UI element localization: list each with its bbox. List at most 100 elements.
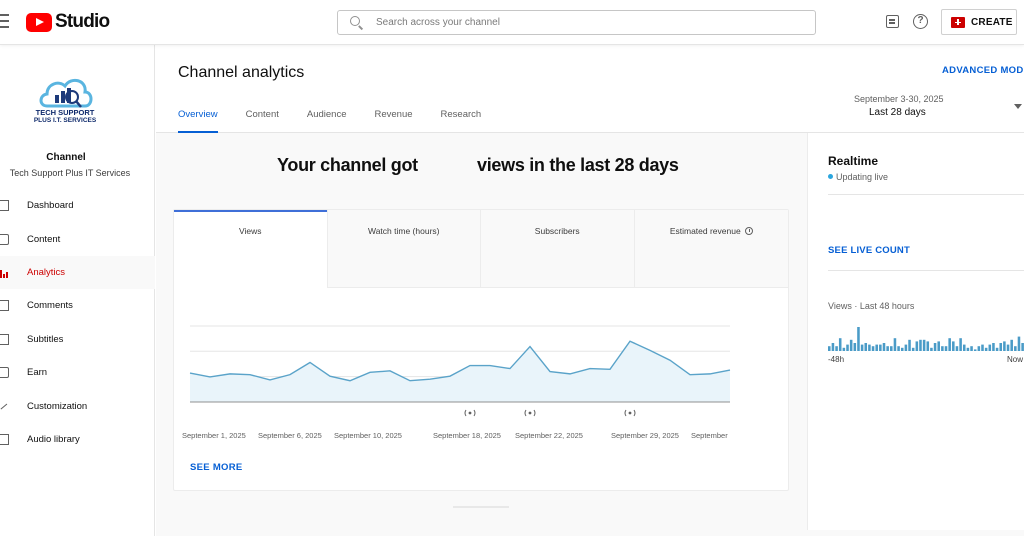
analytics-tabs: Overview Content Audience Revenue Resear…: [178, 109, 509, 133]
divider: [828, 194, 1024, 195]
tab-revenue[interactable]: Revenue: [374, 109, 413, 120]
realtime-bar: [926, 341, 930, 351]
sidebar-item-earn[interactable]: Earn: [0, 356, 155, 389]
live-dot-icon: [828, 174, 833, 179]
sidebar-item-audio-library[interactable]: Audio library: [0, 423, 155, 456]
sidebar-item-label: Comments: [27, 300, 73, 312]
realtime-bar: [864, 343, 868, 351]
sidebar-item-customization[interactable]: Customization: [0, 389, 155, 422]
see-more-link[interactable]: SEE MORE: [190, 462, 243, 473]
realtime-bar: [1010, 339, 1013, 351]
create-video-icon: [951, 16, 965, 28]
realtime-axis-end: Now: [1007, 355, 1024, 364]
dashboard-icon: [0, 200, 9, 212]
views-chart: September 1, 2025 September 6, 2025 Septem…: [182, 325, 731, 440]
realtime-bar: [962, 344, 966, 351]
sidebar-item-dashboard[interactable]: Dashboard: [0, 189, 155, 222]
live-stream-marker-icon: [464, 409, 476, 417]
x-tick-label: September 10, 2025: [334, 431, 402, 440]
channel-name[interactable]: Tech Support Plus IT Services: [9, 168, 131, 178]
see-live-count-link[interactable]: SEE LIVE COUNT: [828, 245, 910, 256]
sidebar-item-analytics[interactable]: Analytics: [0, 255, 155, 290]
realtime-bar: [922, 339, 926, 351]
sidebar-item-label: Analytics: [27, 266, 66, 278]
sidebar-item-label: Audio library: [27, 433, 80, 445]
realtime-bar: [966, 347, 970, 351]
search-bar[interactable]: [337, 10, 816, 35]
metric-tab-subscribers[interactable]: Subscribers: [481, 210, 635, 288]
metric-label: Subscribers: [534, 226, 580, 236]
create-button[interactable]: CREATE: [941, 9, 1017, 35]
realtime-bar: [915, 341, 919, 351]
realtime-bar: [831, 343, 835, 351]
sidebar-item-subtitles[interactable]: Subtitles: [0, 323, 155, 356]
x-tick-label: September: [691, 431, 728, 440]
create-label: CREATE: [971, 16, 1013, 28]
realtime-bar-chart: [828, 327, 1024, 351]
realtime-bar: [992, 343, 995, 351]
realtime-status-text: Updating live: [836, 172, 889, 182]
realtime-bar: [952, 341, 955, 351]
main-content: Channel analytics ADVANCED MODE Overview…: [156, 45, 1024, 536]
subtitles-icon: [0, 333, 9, 345]
realtime-bar: [893, 338, 897, 351]
realtime-bar: [959, 338, 962, 351]
x-tick-label: September 22, 2025: [515, 431, 583, 440]
sidebar-item-comments[interactable]: Comments: [0, 289, 155, 322]
clock-icon: [744, 227, 753, 235]
x-tick-label: September 1, 2025: [182, 431, 246, 440]
sidebar-item-label: Content: [27, 233, 61, 245]
sidebar-item-content[interactable]: Content: [0, 222, 155, 255]
realtime-bar: [973, 349, 977, 351]
tab-overview[interactable]: Overview: [178, 109, 218, 133]
realtime-bar: [970, 346, 973, 351]
live-stream-marker-icon: [524, 409, 536, 417]
search-icon: [350, 15, 364, 30]
sidebar-item-label: Dashboard: [27, 200, 74, 212]
realtime-bar: [1014, 346, 1017, 351]
metric-label: Watch time (hours): [368, 226, 440, 236]
tab-audience[interactable]: Audience: [306, 109, 347, 120]
advanced-mode-link[interactable]: ADVANCED MODE: [942, 65, 1024, 76]
realtime-bar: [937, 341, 940, 351]
realtime-bar: [853, 343, 857, 351]
x-tick-label: September 29, 2025: [611, 431, 679, 440]
metric-tab-watch-time[interactable]: Watch time (hours): [327, 210, 481, 288]
channel-logo-icon[interactable]: [35, 70, 97, 132]
realtime-bar: [846, 344, 849, 351]
youtube-play-icon: [26, 12, 52, 32]
studio-logo[interactable]: Studio: [26, 11, 110, 33]
tab-content[interactable]: Content: [245, 109, 279, 120]
realtime-bar: [838, 338, 842, 351]
divider: [828, 270, 1024, 271]
realtime-bar: [879, 344, 882, 351]
x-tick-label: September 18, 2025: [433, 431, 501, 440]
realtime-bar: [995, 347, 999, 351]
x-tick-label: September 6, 2025: [258, 431, 322, 440]
realtime-bar: [1017, 336, 1021, 351]
realtime-bar: [900, 347, 904, 351]
realtime-bar: [871, 346, 875, 351]
menu-icon[interactable]: [0, 14, 9, 30]
realtime-bar: [835, 346, 838, 351]
help-icon[interactable]: ?: [913, 14, 928, 29]
caret-down-icon: [1014, 104, 1022, 109]
card-pagination-bar: [453, 506, 509, 508]
tab-research[interactable]: Research: [440, 109, 482, 120]
sidebar: TECH SUPPORT PLUS I.T. SERVICES Channel …: [0, 45, 155, 536]
realtime-bar: [944, 346, 948, 351]
channel-logo-line2: PLUS I.T. SERVICES: [33, 117, 97, 124]
analytics-icon: [0, 267, 9, 278]
realtime-bar: [911, 347, 915, 351]
realtime-bar: [933, 343, 937, 351]
search-input[interactable]: [376, 17, 796, 28]
realtime-bar: [948, 338, 951, 351]
realtime-bar: [828, 346, 831, 351]
metric-tab-views[interactable]: Views: [174, 210, 328, 288]
live-stream-marker-icon: [624, 409, 636, 417]
metric-tab-estimated-revenue[interactable]: Estimated revenue: [634, 210, 788, 288]
date-range-picker[interactable]: September 3-30, 2025 Last 28 days: [836, 94, 1022, 124]
analytics-header: Channel analytics ADVANCED MODE Overview…: [156, 45, 1024, 133]
realtime-title: Realtime: [828, 154, 879, 168]
feedback-icon[interactable]: [886, 15, 899, 28]
